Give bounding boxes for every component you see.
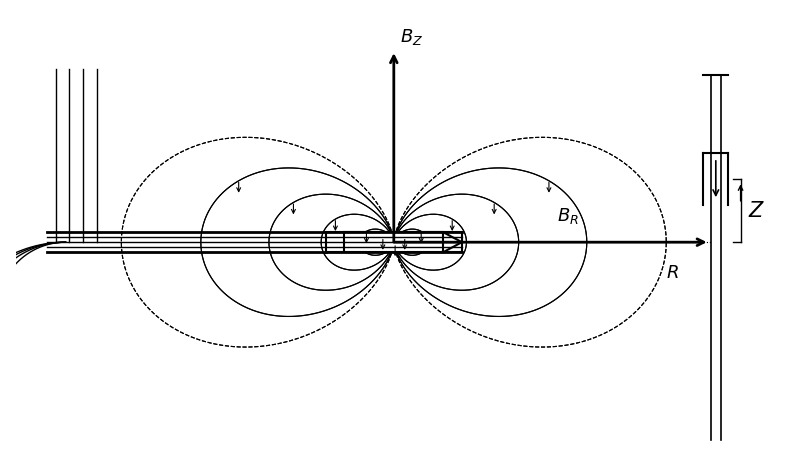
Text: $B_Z$: $B_Z$ [400,26,423,47]
Bar [344,232,443,252]
Bar [326,232,462,252]
Text: Z: Z [748,201,762,220]
Text: $B_R$: $B_R$ [558,206,579,226]
Text: $R$: $R$ [666,264,679,282]
